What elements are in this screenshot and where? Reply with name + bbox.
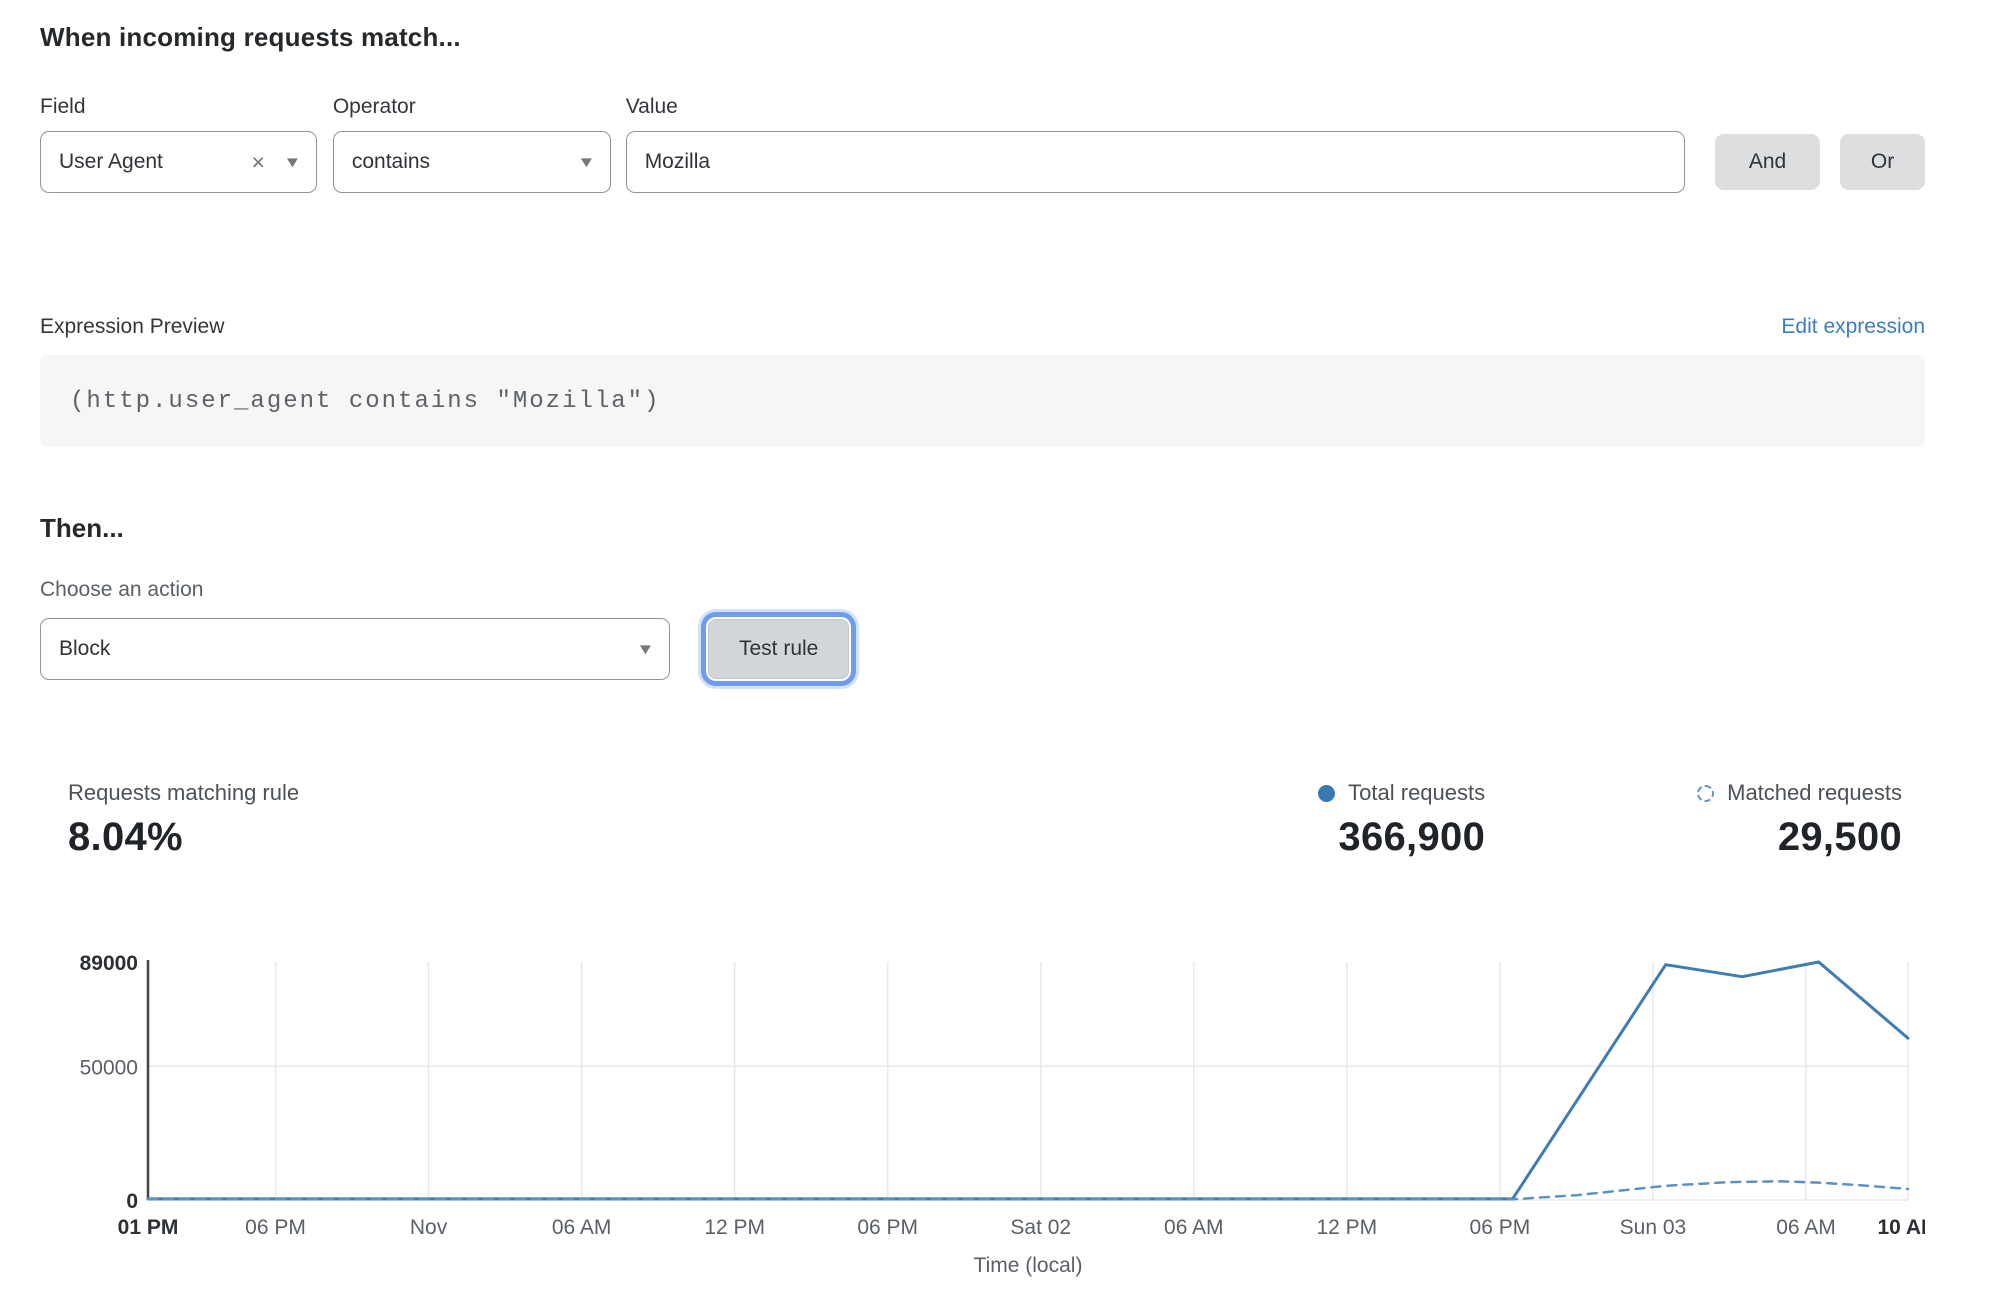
expression-header: Expression Preview Edit expression [40,315,1925,339]
total-requests-label: Total requests [1348,780,1486,805]
expression-code: (http.user_agent contains "Mozilla") [70,387,661,415]
svg-text:89000: 89000 [80,952,138,975]
field-select[interactable]: User Agent × ▼ [40,131,317,193]
expression-code-block: (http.user_agent contains "Mozilla") [40,355,1925,447]
value-input[interactable] [625,131,1686,193]
svg-text:Time (local): Time (local) [974,1254,1083,1277]
svg-text:0: 0 [126,1190,138,1213]
svg-text:06 PM: 06 PM [857,1216,918,1239]
matched-requests-value: 29,500 [1777,815,1902,859]
edit-expression-link[interactable]: Edit expression [1781,315,1925,338]
operator-select-value: contains [351,150,431,173]
operator-select[interactable]: contains ▼ [332,131,611,193]
or-button[interactable]: Or [1840,134,1925,190]
svg-text:Sun 03: Sun 03 [1620,1216,1687,1239]
field-label: Field [40,95,86,118]
matched-requests-label: Matched requests [1727,780,1902,805]
total-requests-legend-dot-icon [1318,784,1336,802]
action-select-value: Block [59,637,111,660]
svg-text:12 PM: 12 PM [704,1216,765,1239]
chart-legend: Total requests 366,900 Matched requests … [1318,780,1902,860]
remove-field-icon[interactable]: × [251,148,265,175]
page-title: When incoming requests match... [40,22,461,52]
requests-chart: 0 50000 89000 01 PM 06 PM Nov 06 AM 12 PM 06 PM S… [40,948,1925,1280]
svg-text:06 AM: 06 AM [1164,1216,1224,1239]
svg-text:Nov: Nov [410,1216,448,1239]
stat-matched-requests: Matched requests 29,500 [1697,780,1902,860]
stat-matching: Requests matching rule 8.04% [68,780,299,860]
choose-action-label: Choose an action [40,578,204,601]
expression-preview-label: Expression Preview [40,315,225,338]
then-heading: Then... [40,513,124,543]
stats-row: Requests matching rule 8.04% Total reque… [40,780,1925,860]
value-label: Value [625,95,678,118]
and-button[interactable]: And [1715,134,1821,190]
svg-text:06 PM: 06 PM [1470,1216,1531,1239]
svg-text:06 AM: 06 AM [552,1216,612,1239]
matched-requests-legend-circle-icon [1697,784,1715,802]
condition-row: Field User Agent × ▼ Operator contains ▼… [40,95,1925,193]
svg-text:06 AM: 06 AM [1776,1216,1836,1239]
chevron-down-icon[interactable]: ▼ [576,153,596,171]
action-select[interactable]: Block ▼ [40,618,670,680]
chevron-down-icon[interactable]: ▼ [636,640,655,658]
svg-text:06 PM: 06 PM [245,1216,306,1239]
requests-matching-value: 8.04% [68,815,183,859]
chevron-down-icon[interactable]: ▼ [283,153,302,171]
svg-text:01 PM: 01 PM [118,1216,179,1239]
operator-label: Operator [332,95,416,118]
stat-total-requests: Total requests 366,900 [1318,780,1485,860]
requests-chart-svg: 0 50000 89000 01 PM 06 PM Nov 06 AM 12 PM 06 PM S… [80,952,1925,1277]
test-rule-button[interactable]: Test rule [708,619,850,679]
requests-matching-label: Requests matching rule [68,780,300,805]
svg-text:Sat 02: Sat 02 [1010,1216,1071,1239]
total-requests-value: 366,900 [1338,815,1486,859]
svg-text:10 AM: 10 AM [1877,1216,1925,1239]
field-select-value: User Agent [59,150,163,173]
svg-text:50000: 50000 [80,1056,138,1079]
svg-text:12 PM: 12 PM [1316,1216,1377,1239]
action-row: Block ▼ Test rule [40,618,1925,680]
